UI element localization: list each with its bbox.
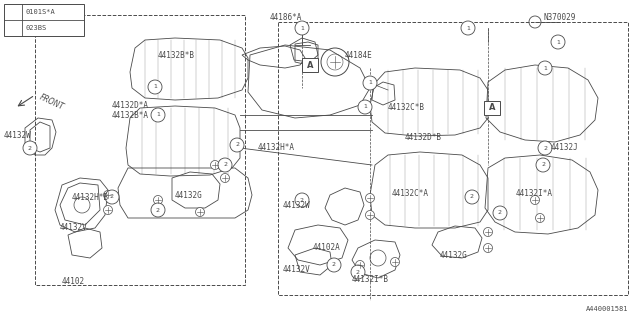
Text: 1: 1 [300, 26, 304, 30]
Circle shape [104, 205, 113, 214]
Circle shape [151, 108, 165, 122]
Circle shape [148, 80, 162, 94]
Text: 2: 2 [470, 195, 474, 199]
Circle shape [295, 193, 309, 207]
Text: 44132B*B: 44132B*B [158, 51, 195, 60]
Circle shape [218, 158, 232, 172]
Circle shape [465, 190, 479, 204]
Text: 44132I*B: 44132I*B [352, 275, 389, 284]
Text: 2: 2 [223, 163, 227, 167]
Circle shape [551, 35, 565, 49]
Circle shape [365, 194, 374, 203]
Text: 1: 1 [11, 10, 15, 14]
Text: 1: 1 [156, 113, 160, 117]
Text: 1: 1 [368, 81, 372, 85]
Bar [484, 101, 500, 115]
Text: 44102A: 44102A [313, 244, 340, 252]
Text: 1: 1 [556, 39, 560, 44]
Text: 44132H*A: 44132H*A [258, 143, 295, 153]
Text: 44132I*A: 44132I*A [516, 188, 553, 197]
Text: 44132G: 44132G [175, 190, 203, 199]
Text: 2: 2 [541, 163, 545, 167]
Circle shape [7, 22, 19, 34]
Text: 2: 2 [300, 197, 304, 203]
Circle shape [358, 100, 372, 114]
Text: 44132W: 44132W [283, 201, 311, 210]
Text: 44132J: 44132J [551, 143, 579, 153]
Text: 44132W: 44132W [4, 131, 32, 140]
Text: A: A [307, 60, 313, 69]
Text: 2: 2 [356, 269, 360, 275]
Circle shape [195, 207, 205, 217]
Circle shape [23, 141, 37, 155]
Circle shape [531, 196, 540, 204]
Circle shape [363, 76, 377, 90]
Text: 023BS: 023BS [26, 25, 47, 31]
Circle shape [351, 265, 365, 279]
Text: 44186*A: 44186*A [270, 13, 302, 22]
Circle shape [327, 258, 341, 272]
Circle shape [154, 196, 163, 204]
Text: A: A [489, 103, 495, 113]
Text: 44132D*B: 44132D*B [405, 133, 442, 142]
Circle shape [536, 158, 550, 172]
Text: 2: 2 [498, 211, 502, 215]
Text: N370029: N370029 [543, 13, 575, 22]
Text: 1: 1 [466, 26, 470, 30]
Text: 2: 2 [235, 142, 239, 148]
Circle shape [493, 206, 507, 220]
Text: 44132H*B: 44132H*B [72, 194, 109, 203]
Text: 0101S*A: 0101S*A [26, 9, 56, 15]
Circle shape [221, 173, 230, 182]
Circle shape [538, 61, 552, 75]
Text: 2: 2 [543, 146, 547, 150]
Circle shape [151, 203, 165, 217]
Bar [4, 4, 84, 36]
Circle shape [230, 138, 244, 152]
Text: 44132B*A: 44132B*A [112, 110, 149, 119]
Text: 44184E: 44184E [345, 51, 372, 60]
Text: 44132C*A: 44132C*A [392, 188, 429, 197]
Bar [35, 15, 245, 285]
Circle shape [355, 260, 365, 269]
Circle shape [105, 190, 119, 204]
Circle shape [104, 190, 113, 199]
Text: 44132V: 44132V [283, 266, 311, 275]
Text: 1: 1 [363, 105, 367, 109]
Text: 1: 1 [543, 66, 547, 70]
Circle shape [7, 6, 19, 18]
Circle shape [211, 161, 220, 170]
Circle shape [295, 21, 309, 35]
Circle shape [365, 211, 374, 220]
Text: 44102: 44102 [62, 277, 85, 286]
Text: FRONT: FRONT [38, 92, 65, 112]
Text: 44132V: 44132V [60, 223, 88, 233]
Circle shape [390, 258, 399, 267]
Text: 2: 2 [11, 26, 15, 30]
Text: A440001581: A440001581 [586, 306, 628, 312]
Text: 1: 1 [153, 84, 157, 90]
Circle shape [461, 21, 475, 35]
Bar [278, 22, 628, 295]
Text: 2: 2 [156, 207, 160, 212]
Text: 2: 2 [110, 195, 114, 199]
Text: 44132D*A: 44132D*A [112, 100, 149, 109]
Text: 44132C*B: 44132C*B [388, 103, 425, 113]
Circle shape [538, 141, 552, 155]
Text: 2: 2 [28, 146, 32, 150]
Text: 44132G: 44132G [440, 251, 468, 260]
Text: 2: 2 [332, 262, 336, 268]
Circle shape [483, 244, 493, 252]
Bar [302, 58, 318, 72]
Circle shape [483, 228, 493, 236]
Circle shape [536, 213, 545, 222]
